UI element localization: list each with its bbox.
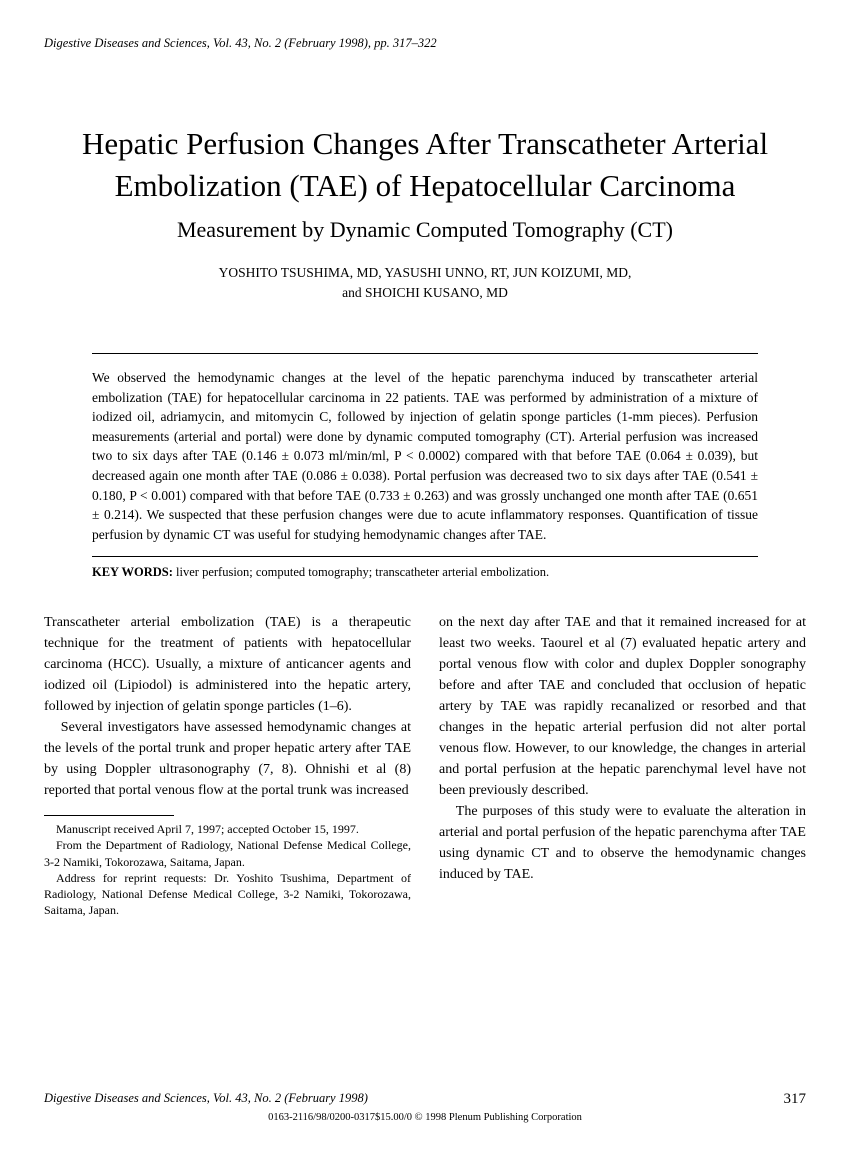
article-subtitle: Measurement by Dynamic Computed Tomograp…	[44, 217, 806, 243]
footnote-rule	[44, 815, 174, 816]
footer-journal: Digestive Diseases and Sciences, Vol. 43…	[44, 1091, 368, 1106]
keywords-text: liver perfusion; computed tomography; tr…	[173, 565, 549, 579]
column-right: on the next day after TAE and that it re…	[439, 612, 806, 918]
keywords-label: KEY WORDS:	[92, 565, 173, 579]
footnote: Manuscript received April 7, 1997; accep…	[44, 821, 411, 837]
authors-line-1: YOSHITO TSUSHIMA, MD, YASUSHI UNNO, RT, …	[44, 263, 806, 283]
footnote: Address for reprint requests: Dr. Yoshit…	[44, 870, 411, 919]
body-para: on the next day after TAE and that it re…	[439, 612, 806, 801]
body-para: Several investigators have assessed hemo…	[44, 717, 411, 801]
article-title: Hepatic Perfusion Changes After Transcat…	[44, 123, 806, 207]
keywords: KEY WORDS: liver perfusion; computed tom…	[92, 565, 758, 580]
abstract-container: We observed the hemodynamic changes at t…	[92, 353, 758, 557]
authors-line-2: and SHOICHI KUSANO, MD	[44, 283, 806, 303]
abstract-rule-bottom	[92, 556, 758, 557]
column-left: Transcatheter arterial embolization (TAE…	[44, 612, 411, 918]
page-footer: Digestive Diseases and Sciences, Vol. 43…	[44, 1091, 806, 1123]
author-list: YOSHITO TSUSHIMA, MD, YASUSHI UNNO, RT, …	[44, 263, 806, 304]
abstract-text: We observed the hemodynamic changes at t…	[92, 354, 758, 556]
footnotes: Manuscript received April 7, 1997; accep…	[44, 821, 411, 918]
footer-copyright: 0163-2116/98/0200-0317$15.00/0 © 1998 Pl…	[44, 1108, 806, 1123]
body-para: Transcatheter arterial embolization (TAE…	[44, 612, 411, 717]
footer-page-number: 317	[784, 1091, 807, 1108]
running-header: Digestive Diseases and Sciences, Vol. 43…	[44, 36, 806, 51]
footnote: From the Department of Radiology, Nation…	[44, 837, 411, 869]
body-columns: Transcatheter arterial embolization (TAE…	[44, 612, 806, 918]
body-para: The purposes of this study were to evalu…	[439, 801, 806, 885]
